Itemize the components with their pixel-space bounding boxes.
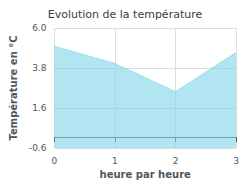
svg-text:3.8: 3.8 <box>32 63 47 73</box>
svg-text:-0.6: -0.6 <box>29 143 47 153</box>
svg-text:heure par heure: heure par heure <box>100 169 191 180</box>
svg-text:Température en °C: Température en °C <box>8 35 19 140</box>
svg-text:1.6: 1.6 <box>32 103 47 113</box>
svg-text:1: 1 <box>112 156 118 166</box>
svg-text:0: 0 <box>52 156 58 166</box>
svg-text:6.0: 6.0 <box>32 23 47 33</box>
svg-text:3: 3 <box>233 156 239 166</box>
svg-text:2: 2 <box>173 156 179 166</box>
svg-text:Evolution de la température: Evolution de la température <box>48 8 203 21</box>
